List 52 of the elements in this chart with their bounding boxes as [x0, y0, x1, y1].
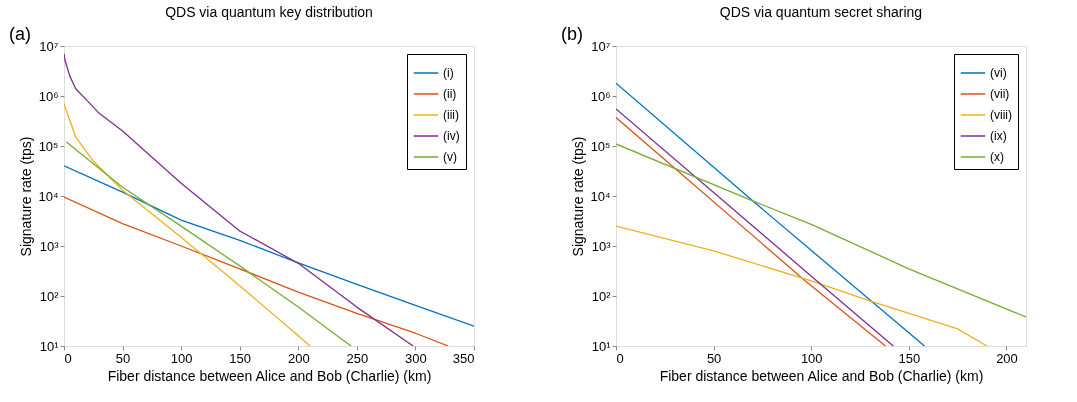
- y-tick-label: 10⁶: [38, 88, 59, 104]
- legend-label: (vii): [990, 87, 1010, 101]
- y-tick-label: 10⁶: [590, 88, 611, 104]
- x-tick-label: 250: [346, 350, 369, 366]
- line-series: [65, 141, 352, 346]
- x-axis-title: Fiber distance between Alice and Bob (Charlie) (km): [659, 367, 984, 384]
- y-tick-label: 10⁷: [591, 38, 611, 54]
- y-tick-label: 10⁴: [590, 188, 611, 204]
- y-tick-label: 10²: [39, 288, 60, 304]
- legend-label: (vi): [990, 66, 1007, 80]
- y-tick-label: 10⁵: [38, 138, 59, 154]
- text: (b): [561, 24, 583, 44]
- x-tick-label: 0: [616, 350, 624, 366]
- line-series: [616, 225, 988, 346]
- legend-label: (ix): [990, 129, 1007, 143]
- legend-label: (iii): [443, 108, 459, 122]
- text: (a): [9, 24, 31, 44]
- y-tick-label: 10³: [591, 238, 612, 254]
- chart-title: QDS via quantum secret sharing: [719, 4, 923, 20]
- line-series: [64, 165, 474, 327]
- x-tick-label: 150: [229, 350, 252, 366]
- chart-title: QDS via quantum key distribution: [165, 4, 373, 20]
- y-tick-label: 10⁵: [590, 138, 611, 154]
- x-tick-label: 100: [170, 350, 193, 366]
- x-tick-label: 150: [898, 350, 921, 366]
- x-tick-label: 300: [405, 350, 427, 366]
- line-series: [616, 143, 1026, 318]
- y-tick-label: 10¹: [39, 338, 60, 354]
- line-series: [64, 53, 414, 346]
- line-series: [64, 196, 449, 346]
- legend-label: (x): [990, 150, 1004, 164]
- y-tick-label: 10²: [591, 288, 612, 304]
- legend-label: (ii): [443, 87, 457, 101]
- y-tick-label: 10³: [39, 238, 60, 254]
- legend-label: (v): [443, 150, 457, 164]
- x-tick-label: 100: [800, 350, 823, 366]
- x-axis-title: Fiber distance between Alice and Bob (Charlie) (km): [107, 367, 432, 384]
- y-axis-title: Signature rate (tps): [570, 136, 587, 257]
- x-tick-label: 200: [287, 350, 310, 366]
- legend-label: (i): [443, 66, 454, 80]
- x-tick-label: 0: [64, 350, 72, 366]
- line-series: [64, 103, 311, 346]
- legend-label: (iv): [443, 129, 460, 143]
- legend-label: (viii): [990, 108, 1012, 122]
- x-tick-label: 350: [452, 350, 475, 366]
- y-tick-label: 10⁴: [38, 188, 59, 204]
- y-tick-label: 10⁷: [39, 38, 59, 54]
- x-tick-label: 200: [996, 350, 1018, 366]
- x-tick-label: 50: [706, 350, 722, 366]
- y-tick-label: 10¹: [591, 338, 612, 354]
- x-tick-label: 50: [115, 350, 131, 366]
- y-axis-title: Signature rate (tps): [18, 136, 35, 257]
